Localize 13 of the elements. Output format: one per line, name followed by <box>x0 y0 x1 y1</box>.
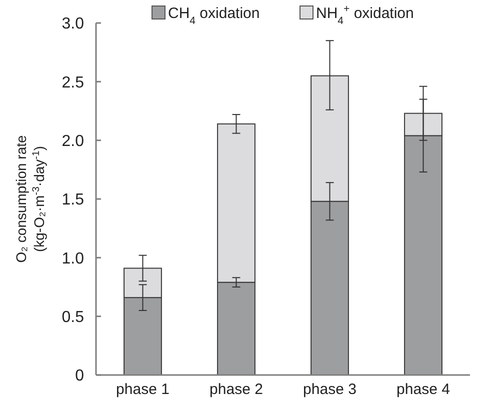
legend-label: CH$_{4}$ oxidation <box>168 5 260 27</box>
y-tick-label: 1.5 <box>62 192 84 209</box>
x-tick-label: phase 3 <box>303 381 356 398</box>
y-tick-label: 3.0 <box>62 16 84 33</box>
y-tick-label: 0 <box>75 368 84 385</box>
x-tick-label: phase 4 <box>396 381 450 398</box>
y-tick-label: 2.5 <box>62 74 84 92</box>
y-tick-label: 0.5 <box>62 308 84 326</box>
legend-label: NH$_{4}$$^{+}$ oxidation <box>316 3 414 27</box>
y-tick-label: 2.0 <box>62 132 84 150</box>
x-tick-label: phase 1 <box>116 381 170 398</box>
y-tick-label: 1.0 <box>62 250 84 268</box>
x-tick-label: phase 2 <box>210 381 263 398</box>
